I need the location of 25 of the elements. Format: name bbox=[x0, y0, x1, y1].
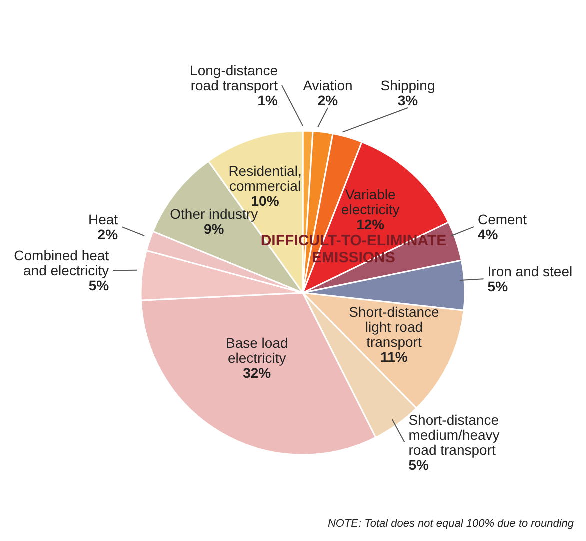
text: NOTE: Total does not equal 100% due to rounding bbox=[328, 518, 575, 530]
slice-label: Base load electricity bbox=[226, 334, 288, 366]
slice-label: Long-distance road transport bbox=[190, 62, 278, 94]
data-label: 2% bbox=[318, 92, 339, 108]
data-label: 5% bbox=[488, 278, 509, 295]
data-label: 5% bbox=[88, 278, 110, 294]
data-label: 2% bbox=[98, 226, 119, 243]
data-label: 4% bbox=[478, 226, 499, 243]
data-label: 1% bbox=[258, 92, 279, 108]
data-label: 9% bbox=[204, 221, 225, 238]
slice-label: Heat bbox=[88, 212, 118, 228]
slice-label: Residential, commercial bbox=[228, 163, 302, 194]
data-label: 11% bbox=[380, 349, 408, 366]
data-label: 12% bbox=[356, 216, 386, 233]
slice-label: Aviation bbox=[303, 78, 353, 94]
slice-label: Iron and steel bbox=[488, 264, 573, 280]
slice-label: Shipping bbox=[380, 78, 436, 94]
data-label: 32% bbox=[243, 364, 272, 381]
slice-label: Cement bbox=[478, 212, 528, 228]
slice-label: Short-distance medium/heavy road transport bbox=[408, 412, 500, 458]
slice-label: Variable electricity bbox=[341, 186, 400, 218]
slice-label: Combined heat and electricity bbox=[14, 248, 110, 279]
slice-label: Short-distance light road transport bbox=[349, 304, 440, 350]
data-label: 5% bbox=[408, 456, 430, 473]
data-label: 3% bbox=[398, 92, 419, 108]
